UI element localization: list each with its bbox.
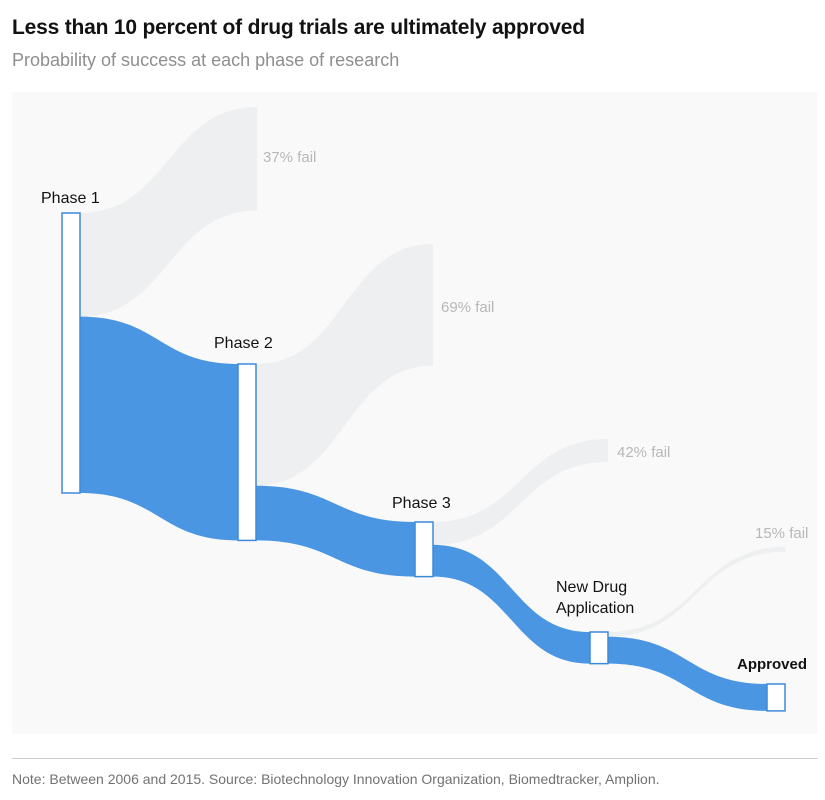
chart-title: Less than 10 percent of drug trials are … — [12, 16, 585, 39]
fail-label-1: 37% fail — [263, 149, 316, 166]
source-note: Note: Between 2006 and 2015. Source: Bio… — [12, 771, 660, 787]
stage-label-line: Phase 2 — [214, 335, 273, 352]
stage-label-line: Approved — [737, 656, 807, 673]
stage-node-1 — [61, 212, 81, 494]
success-flow-4 — [608, 636, 767, 711]
success-flow-1 — [80, 316, 238, 541]
success-flow-3 — [433, 544, 590, 664]
stage-node-2 — [237, 363, 257, 542]
fail-flow-3 — [433, 439, 608, 545]
stage-label-4: New Drug Application — [556, 579, 634, 617]
stage-node-5 — [766, 683, 786, 712]
footer-divider — [12, 758, 818, 759]
fail-flow-2 — [256, 244, 433, 486]
stage-label-3: Phase 3 — [392, 495, 451, 512]
stage-label-2: Phase 2 — [214, 335, 273, 352]
stage-label-5: Approved — [737, 656, 807, 673]
stage-label-line: Phase 1 — [41, 190, 100, 207]
fail-flow-1 — [80, 107, 257, 317]
fail-label-2: 69% fail — [441, 299, 494, 316]
labels: 37% fail 69% fail 42% fail 15% fail Phase 1 P… — [41, 149, 808, 673]
stage-label-1: Phase 1 — [41, 190, 100, 207]
fail-label-4: 15% fail — [755, 525, 808, 542]
stage-node-4 — [589, 631, 609, 665]
stage-nodes — [61, 212, 786, 712]
stage-label-line: Phase 3 — [392, 495, 451, 512]
stage-label-line: Application — [556, 600, 634, 617]
success-flows — [80, 316, 767, 711]
fail-flow-4 — [608, 547, 785, 637]
stage-node-3 — [414, 521, 434, 578]
success-flow-2 — [256, 485, 415, 577]
stage-label-line: New Drug — [556, 579, 627, 596]
sankey-chart: 37% fail 69% fail 42% fail 15% fail Phase 1 P… — [41, 107, 808, 712]
fail-flows — [80, 107, 785, 637]
chart-subtitle: Probability of success at each phase of … — [12, 50, 400, 70]
fail-label-3: 42% fail — [617, 444, 670, 461]
